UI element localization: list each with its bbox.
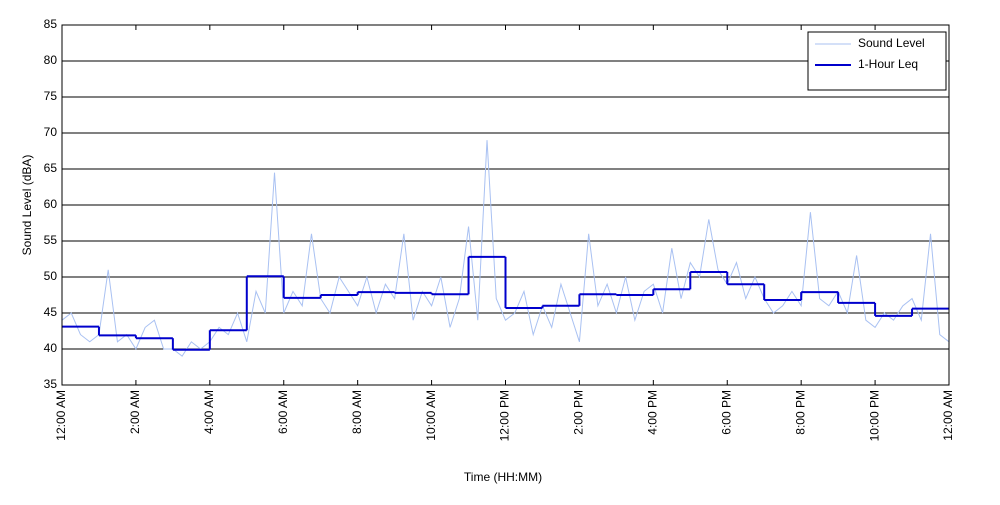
y-tick-label: 85 — [44, 17, 58, 31]
y-tick-label: 60 — [44, 197, 58, 211]
y-tick-label: 70 — [44, 125, 58, 139]
legend-label: Sound Level — [858, 36, 925, 50]
x-tick-label: 10:00 PM — [867, 390, 881, 441]
legend-label: 1-Hour Leq — [858, 57, 918, 71]
y-tick-label: 65 — [44, 161, 58, 175]
x-tick-label: 8:00 PM — [793, 390, 807, 435]
x-tick-label: 8:00 AM — [350, 390, 364, 434]
y-tick-label: 50 — [44, 269, 58, 283]
x-tick-label: 12:00 AM — [941, 390, 955, 441]
y-tick-label: 80 — [44, 53, 58, 67]
y-tick-label: 55 — [44, 233, 58, 247]
y-tick-label: 40 — [44, 341, 58, 355]
x-tick-label: 2:00 PM — [572, 390, 586, 435]
x-tick-label: 2:00 AM — [128, 390, 142, 434]
x-tick-label: 4:00 AM — [202, 390, 216, 434]
y-tick-label: 35 — [44, 377, 58, 391]
x-tick-label: 6:00 AM — [276, 390, 290, 434]
y-axis-label: Sound Level (dBA) — [20, 155, 34, 256]
x-tick-label: 12:00 PM — [498, 390, 512, 441]
x-tick-label: 4:00 PM — [646, 390, 660, 435]
x-tick-label: 10:00 AM — [424, 390, 438, 441]
x-axis-label: Time (HH:MM) — [464, 470, 542, 484]
plot-border — [61, 24, 950, 386]
y-tick-label: 75 — [44, 89, 58, 103]
x-tick-label: 12:00 AM — [54, 390, 68, 441]
legend-box — [807, 31, 947, 91]
y-tick-label: 45 — [44, 305, 58, 319]
x-tick-label: 6:00 PM — [719, 390, 733, 435]
